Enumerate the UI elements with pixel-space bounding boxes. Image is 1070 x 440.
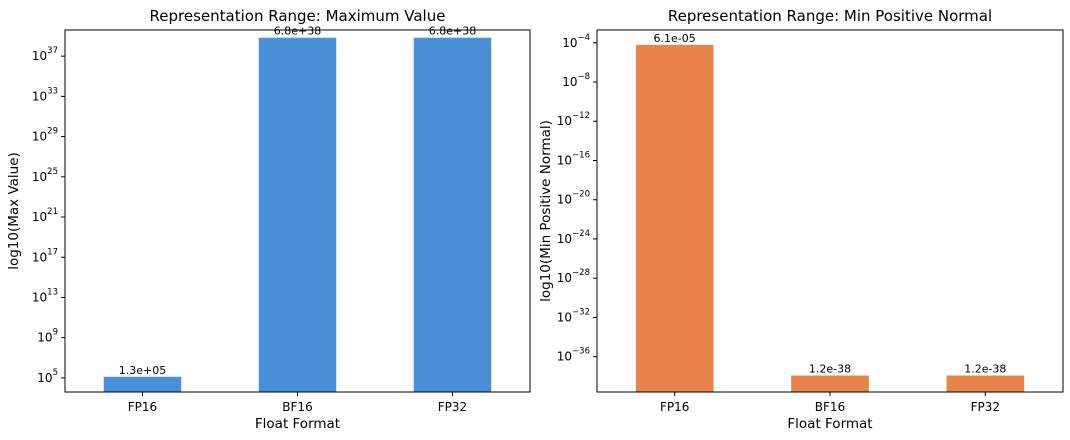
x-axis-label: Float Format (255, 416, 340, 432)
y-tick-label: 1017 (32, 247, 58, 264)
y-tick-label: 1025 (32, 167, 58, 184)
data-label-fp32: 1.2e-38 (964, 363, 1006, 376)
chart-panel-1: 1.3e+05 6.8e+38 6.8e+38 105 109 1013 1017 1021 1… (6, 7, 531, 432)
data-label-fp16: 1.3e+05 (119, 364, 166, 377)
x-tick-label-fp16: FP16 (660, 400, 689, 414)
data-label-fp32: 6.8e+38 (429, 25, 476, 38)
y-tick-label: 1029 (32, 127, 58, 144)
bar-fp32 (413, 37, 492, 392)
chart-title: Representation Range: Maximum Value (150, 7, 446, 25)
y-tick-label: 1021 (32, 207, 58, 224)
data-label-bf16: 1.2e-38 (809, 363, 851, 376)
x-tick-label-fp32: FP32 (438, 400, 467, 414)
bar-fp32 (946, 375, 1025, 392)
y-tick-label: 10−4 (562, 33, 590, 50)
y-tick-label: 1037 (32, 46, 58, 63)
y-axis-label: log10(Min Positive Normal) (538, 120, 554, 302)
y-tick-label: 10−12 (557, 111, 590, 128)
y-tick-label: 10−8 (562, 72, 590, 89)
chart-title: Representation Range: Min Positive Norma… (668, 7, 992, 25)
data-label-bf16: 6.8e+38 (274, 25, 321, 38)
x-tick-label-bf16: BF16 (282, 400, 312, 414)
bar-bf16 (791, 375, 869, 392)
x-tick-label-fp32: FP32 (971, 400, 1000, 414)
y-tick-label: 1033 (32, 86, 58, 103)
data-label-fp16: 6.1e-05 (654, 32, 696, 45)
y-tick-label: 109 (37, 328, 58, 345)
x-tick-label-bf16: BF16 (815, 400, 845, 414)
y-axis-label: log10(Max Value) (6, 152, 22, 270)
y-tick-label: 1013 (32, 287, 58, 304)
y-tick-label: 10−32 (557, 307, 590, 324)
y-tick-label: 105 (37, 368, 58, 385)
y-tick-label: 10−20 (557, 190, 590, 207)
bar-fp16 (103, 376, 182, 392)
y-tick-label: 10−16 (557, 150, 590, 167)
y-tick-label: 10−36 (557, 347, 590, 364)
chart-panel-2: 6.1e-05 1.2e-38 1.2e-38 10−4 10−8 10−12 10−16 1… (538, 7, 1064, 432)
bar-fp16 (635, 44, 714, 392)
bar-bf16 (258, 37, 337, 392)
x-axis-label: Float Format (787, 416, 872, 432)
y-tick-label: 10−24 (557, 229, 590, 246)
y-tick-label: 10−28 (557, 268, 590, 285)
x-tick-label-fp16: FP16 (128, 400, 157, 414)
